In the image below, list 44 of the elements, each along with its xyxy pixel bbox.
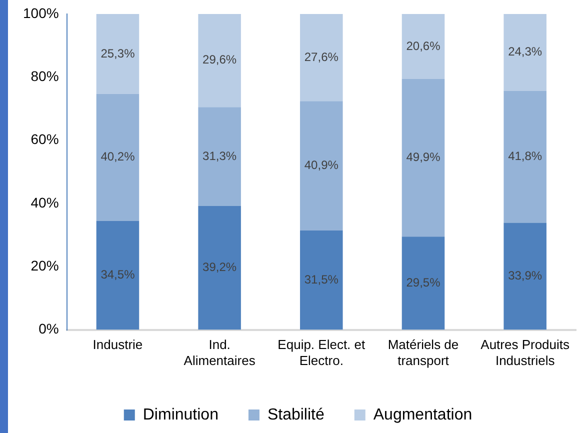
bar (300, 14, 343, 102)
bar (198, 14, 241, 108)
data-label: 29,5% (406, 276, 441, 290)
bar (198, 206, 241, 330)
bar (198, 107, 241, 206)
data-label: 49,9% (406, 150, 441, 164)
data-label: 31,5% (304, 272, 339, 286)
data-label: 29,6% (202, 52, 237, 67)
data-label: 20,6% (406, 38, 441, 53)
data-label: 40,2% (100, 150, 136, 164)
legend-label: Stabilité (267, 406, 324, 424)
bar (300, 101, 343, 230)
bar (504, 222, 546, 330)
x-tick-label: Autres Produits Industriels (480, 337, 570, 368)
x-tick-label: Ind. Alimentaires (184, 337, 256, 368)
y-tick-label: 40% (30, 194, 59, 210)
y-tick-label: 100% (22, 4, 59, 21)
bar (402, 79, 445, 237)
bar (96, 14, 140, 94)
data-label: 31,3% (202, 148, 237, 163)
data-label: 33,9% (508, 268, 542, 283)
data-label: 40,9% (304, 158, 339, 172)
bar (504, 14, 546, 91)
y-tick-label: 20% (30, 258, 59, 274)
bar (96, 220, 140, 330)
x-tick-label: Equip. Elect. et Electro. (278, 337, 366, 368)
legend-label: Augmentation (373, 406, 472, 424)
y-tick-label: 80% (30, 68, 59, 84)
bar (402, 236, 445, 330)
legend-label: Diminution (142, 406, 218, 424)
data-label: 39,2% (202, 260, 237, 274)
bar (402, 14, 445, 80)
x-tick-label: Matériels de transport (388, 337, 459, 368)
y-tick-label: 0% (38, 320, 59, 337)
data-label: 41,8% (508, 149, 542, 164)
data-label: 27,6% (304, 50, 339, 64)
bar (96, 94, 140, 221)
bar (504, 90, 546, 223)
y-tick-label: 60% (30, 131, 59, 148)
data-label: 24,3% (508, 44, 542, 59)
x-tick-label: Industrie (92, 337, 143, 352)
bar (300, 230, 343, 330)
data-label: 34,5% (100, 268, 136, 282)
data-label: 25,3% (100, 46, 136, 60)
